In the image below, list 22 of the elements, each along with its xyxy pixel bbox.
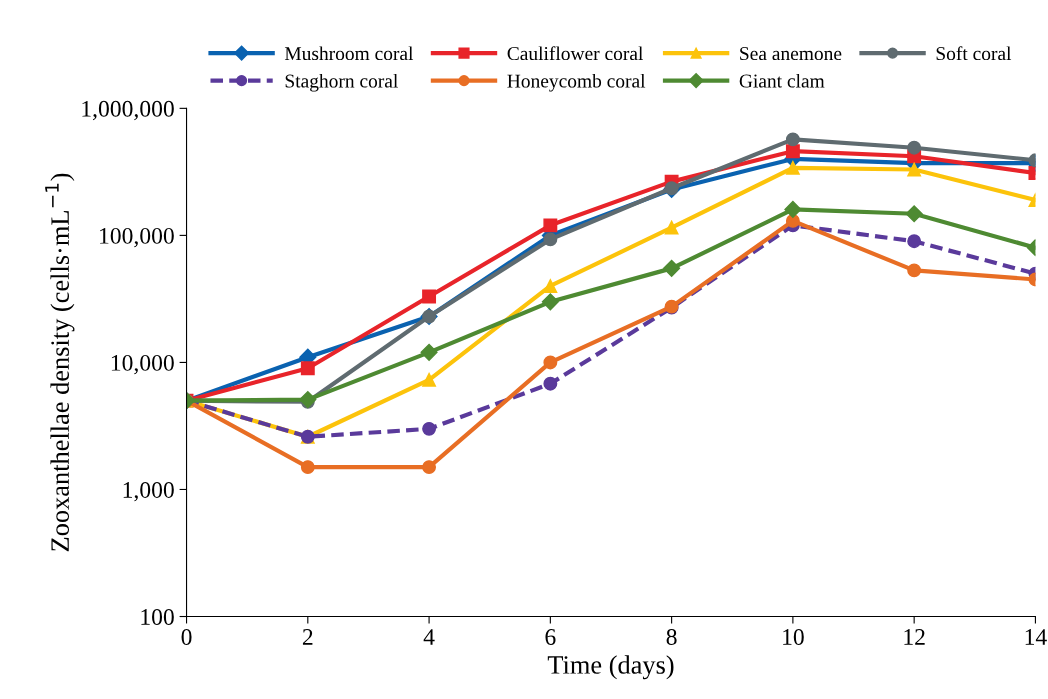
legend-label: Honeycomb coral bbox=[507, 73, 646, 92]
legend-label: Mushroom coral bbox=[284, 46, 414, 61]
x-tick-label: 12 bbox=[904, 629, 925, 645]
x-tick-label: 2 bbox=[302, 629, 313, 645]
x-tick-label: 6 bbox=[545, 629, 556, 645]
y-tick-label: 10,000 bbox=[111, 354, 174, 375]
x-tick-label: 8 bbox=[666, 629, 677, 645]
x-tick-label: 14 bbox=[1025, 629, 1047, 645]
legend-label: Giant clam bbox=[739, 73, 825, 88]
x-tick-label: 10 bbox=[783, 629, 804, 645]
y-tick-label: 1,000 bbox=[123, 481, 174, 502]
legend-label: Soft coral bbox=[936, 46, 1012, 61]
x-tick-label: 0 bbox=[181, 629, 192, 645]
legend-label: Cauliflower coral bbox=[507, 46, 643, 61]
y-axis-title: Zooxanthellae density (cells·mL$^{−1}$) bbox=[45, 173, 75, 552]
y-tick-label: 1,000,000 bbox=[82, 100, 174, 121]
x-tick-label: 4 bbox=[423, 629, 435, 645]
y-tick-label: 100 bbox=[141, 609, 174, 625]
x-axis-title: Time (days) bbox=[547, 655, 674, 680]
legend-label: Staghorn coral bbox=[285, 73, 398, 92]
legend-label: Sea anemone bbox=[740, 47, 842, 61]
y-tick-label: 100,000 bbox=[100, 227, 174, 248]
